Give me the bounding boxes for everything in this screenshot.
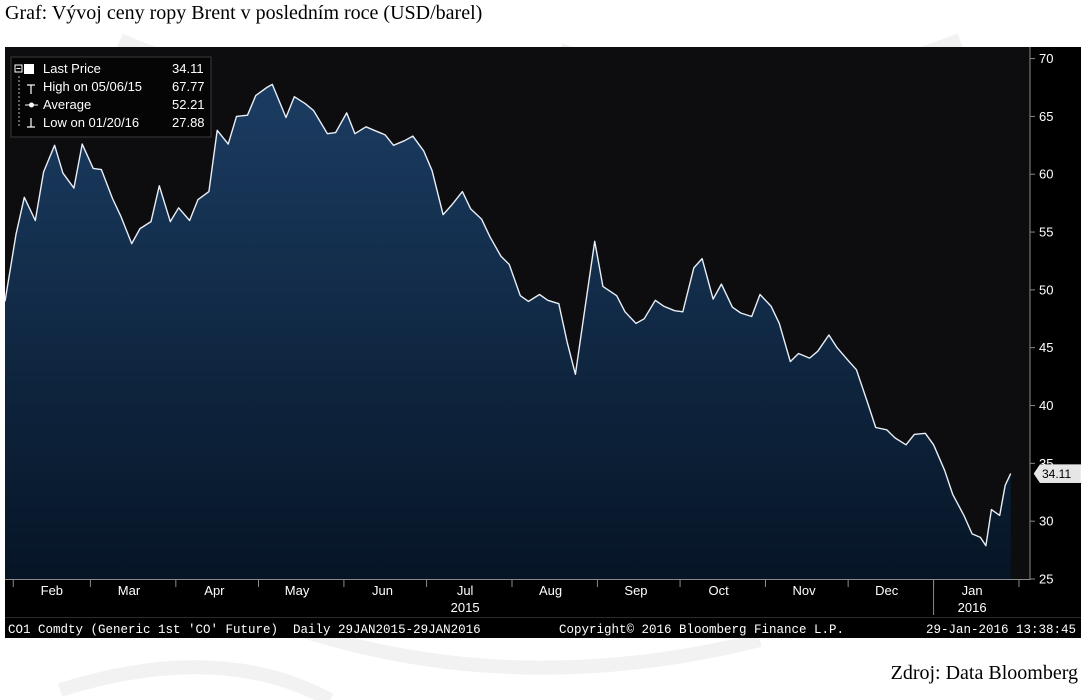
- low-marker-icon: [27, 118, 35, 128]
- y-tick-label: 50: [1039, 282, 1053, 297]
- footer-timestamp: 29-Jan-2016 13:38:45: [926, 623, 1076, 637]
- legend-label-low: Low on 01/20/16: [43, 115, 139, 130]
- page-title: Graf: Vývoj ceny ropy Brent v posledním …: [5, 2, 483, 24]
- x-tick-label: Feb: [41, 583, 63, 598]
- x-tick-label: Jul: [457, 583, 474, 598]
- y-tick-label: 40: [1039, 398, 1053, 413]
- source-note: Zdroj: Data Bloomberg: [890, 662, 1078, 684]
- x-tick-label: Jan: [962, 583, 983, 598]
- high-marker-icon: [27, 84, 35, 94]
- y-tick-label: 70: [1039, 51, 1053, 66]
- legend-value-last-price: 34.11: [172, 61, 204, 76]
- bloomberg-price-chart: 25 30 35 40 45 50 55 60 65 70 Feb Mar Apr May Jun Jul A…: [5, 47, 1081, 638]
- chart-legend: Last Price 34.11 High on 05/06/15 67.77 …: [10, 56, 212, 138]
- x-tick-label: Nov: [792, 583, 816, 598]
- legend-item-high: High on 05/06/15 67.77: [18, 76, 205, 127]
- legend-box: [10, 56, 212, 138]
- legend-item-average: Average 52.21: [25, 97, 205, 112]
- footer-copyright: Copyright© 2016 Bloomberg Finance L.P.: [559, 623, 844, 637]
- y-tick-label: 65: [1039, 109, 1053, 124]
- x-year-label: 2015: [451, 600, 480, 615]
- footer-ticker-info: CO1 Comdty (Generic 1st 'CO' Future) Dai…: [8, 623, 481, 637]
- legend-value-high: 67.77: [172, 79, 205, 94]
- x-tick-label: Sep: [624, 583, 647, 598]
- last-price-tag: 34.11: [1033, 464, 1081, 483]
- price-series-line: [5, 83, 1012, 547]
- legend-label-average: Average: [43, 97, 91, 112]
- y-tick-label: 55: [1039, 225, 1053, 240]
- x-tick-label: Oct: [709, 583, 730, 598]
- y-tick-label: 45: [1039, 340, 1053, 355]
- x-tick-label: Jun: [372, 583, 393, 598]
- x-tick-label: Dec: [875, 583, 899, 598]
- legend-square-marker-icon: [24, 64, 34, 74]
- legend-label-high: High on 05/06/15: [43, 79, 142, 94]
- legend-value-average: 52.21: [172, 97, 205, 112]
- legend-item-last-price: Last Price 34.11: [14, 61, 204, 76]
- y-tick-label: 60: [1039, 167, 1053, 182]
- x-year-label: 2016: [958, 600, 987, 615]
- x-tick-label: Aug: [539, 583, 562, 598]
- legend-value-low: 27.88: [172, 115, 205, 130]
- legend-item-low: Low on 01/20/16 27.88: [27, 115, 205, 130]
- x-tick-label: Apr: [204, 583, 225, 598]
- price-area-fill: [5, 84, 1011, 580]
- x-tick-label: Mar: [118, 583, 141, 598]
- legend-toggle-icon[interactable]: [14, 64, 23, 73]
- legend-label-last-price: Last Price: [43, 61, 101, 76]
- y-tick-label: 25: [1039, 572, 1053, 587]
- average-marker-icon: [25, 102, 38, 108]
- last-price-tag-label: 34.11: [1042, 467, 1071, 481]
- x-tick-label: May: [285, 583, 310, 598]
- y-tick-label: 30: [1039, 514, 1053, 529]
